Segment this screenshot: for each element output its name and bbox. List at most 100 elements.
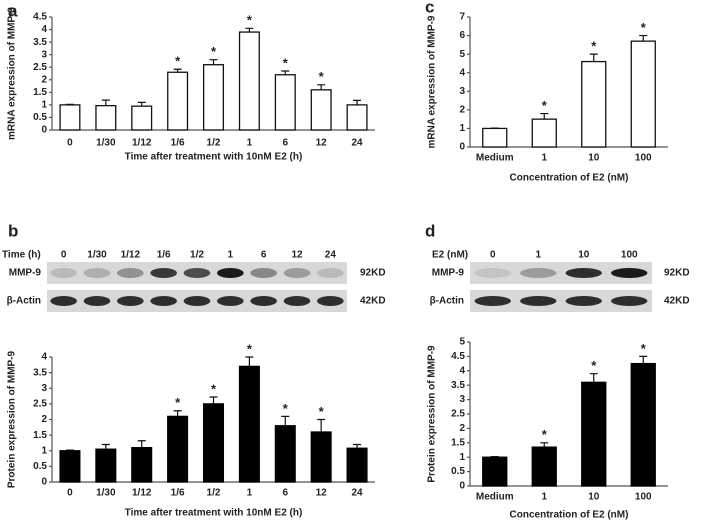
- bar: [59, 450, 81, 483]
- y-tick-label: 0: [41, 477, 47, 488]
- blot-band: [565, 296, 602, 306]
- x-tick-label: 24: [351, 488, 363, 499]
- bar: [95, 104, 117, 131]
- x-tick-label: 10: [588, 153, 600, 164]
- x-tick-label: 6: [282, 488, 288, 499]
- blot-band: [565, 268, 602, 278]
- blot-band: [50, 268, 77, 278]
- significance-mark: *: [283, 55, 289, 70]
- significance-mark: *: [591, 358, 597, 373]
- blot-lane-label: 0: [61, 250, 67, 261]
- bar: [274, 74, 296, 131]
- x-axis-label: Time after treatment with 10nM E2 (h): [125, 152, 303, 163]
- blot-lane-label: 6: [261, 250, 267, 261]
- blot-lane-label: 1: [228, 250, 234, 261]
- error-bar: [589, 373, 598, 383]
- error-bar: [317, 84, 326, 90]
- x-tick-label: 1/12: [132, 488, 152, 499]
- y-tick-label: 2.5: [33, 62, 47, 73]
- y-tick-label: 3: [459, 394, 465, 405]
- blot-band: [83, 296, 111, 306]
- x-tick-label: 0: [67, 488, 73, 499]
- panel-label: d: [425, 221, 435, 240]
- blot-band: [250, 268, 277, 278]
- error-bar: [540, 442, 549, 448]
- y-tick-label: 1: [41, 445, 47, 456]
- y-tick-label: 3.5: [451, 380, 465, 391]
- x-tick-label: 1/6: [171, 488, 185, 499]
- blot-band: [283, 296, 311, 306]
- significance-mark: *: [283, 401, 289, 416]
- blot-strip: [470, 290, 652, 312]
- bar: [167, 71, 189, 131]
- error-bar: [281, 415, 290, 426]
- blot-band: [283, 268, 311, 278]
- blot-lane-label: 1/2: [190, 250, 204, 261]
- bar: [238, 365, 260, 483]
- blot-lane-label: 0: [490, 250, 496, 261]
- y-tick-label: 3: [459, 86, 465, 97]
- y-tick-label: 4.5: [451, 351, 465, 362]
- x-axis-label: Concentration of E2 (nM): [510, 173, 629, 184]
- y-axis-label: mRNA expression of MMP-9: [7, 7, 18, 140]
- x-tick-label: 100: [635, 492, 652, 503]
- y-axis-label: mRNA expression of MMP-9: [427, 15, 438, 148]
- significance-mark: *: [641, 20, 647, 35]
- blot-strip: [470, 262, 652, 284]
- x-tick-label: 12: [316, 138, 328, 149]
- y-tick-label: 5: [459, 337, 465, 348]
- significance-mark: *: [211, 381, 217, 396]
- bar: [346, 447, 368, 483]
- error-bar: [209, 59, 218, 65]
- y-tick-label: 0: [459, 481, 465, 492]
- y-tick-label: 4: [41, 352, 47, 363]
- y-tick-label: 0: [41, 125, 47, 136]
- blot-size-label: 92KD: [664, 268, 690, 279]
- bar: [310, 89, 332, 131]
- blot-row-label: β-Actin: [430, 296, 464, 307]
- y-tick-label: 0: [459, 142, 465, 153]
- bar: [274, 425, 296, 483]
- y-tick-label: 1.5: [451, 437, 465, 448]
- blot-lane-title: Time (h): [2, 250, 41, 261]
- y-tick-label: 4: [41, 24, 47, 35]
- error-bar: [173, 68, 182, 73]
- x-tick-label: 1: [541, 153, 547, 164]
- error-bar: [245, 27, 254, 33]
- blot-row-label: β-Actin: [7, 296, 41, 307]
- y-tick-label: 2: [41, 74, 47, 85]
- blot-lane-label: 10: [578, 250, 590, 261]
- y-tick-label: 2: [459, 423, 465, 434]
- blot-band: [520, 296, 557, 306]
- y-tick-label: 3: [41, 383, 47, 394]
- y-tick-label: 7: [459, 12, 465, 23]
- bar: [630, 362, 656, 487]
- y-axis-label: Protein expression of MMP-9: [7, 350, 18, 488]
- blot-band: [217, 268, 244, 278]
- significance-mark: *: [175, 54, 181, 69]
- y-tick-label: 1.5: [33, 430, 47, 441]
- x-axis-label: Time after treatment with 10nM E2 (h): [125, 508, 303, 519]
- significance-mark: *: [247, 13, 253, 28]
- y-tick-label: 0.5: [451, 466, 465, 477]
- x-tick-label: 1: [541, 492, 547, 503]
- y-tick-label: 2: [459, 104, 465, 115]
- x-tick-label: 12: [316, 488, 328, 499]
- x-tick-label: 24: [351, 138, 363, 149]
- y-tick-label: 0.5: [33, 112, 47, 123]
- bar: [531, 446, 557, 487]
- y-tick-label: 4: [459, 67, 465, 78]
- y-tick-label: 1: [459, 452, 465, 463]
- bar: [95, 448, 117, 483]
- error-bar: [137, 101, 146, 107]
- y-tick-label: 3.5: [33, 367, 47, 378]
- blot-size-label: 42KD: [664, 296, 690, 307]
- blot-band: [183, 296, 211, 306]
- error-bar: [101, 99, 110, 106]
- bar: [346, 104, 368, 131]
- x-tick-label: 1/2: [207, 138, 221, 149]
- significance-mark: *: [211, 44, 217, 59]
- blot-band: [116, 268, 144, 278]
- bar: [131, 446, 153, 483]
- blot-band: [217, 296, 244, 306]
